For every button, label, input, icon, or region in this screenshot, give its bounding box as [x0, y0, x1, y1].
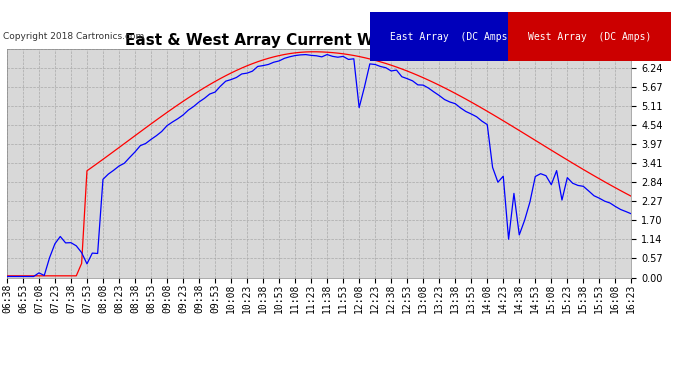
Text: West Array  (DC Amps): West Array (DC Amps) — [528, 32, 651, 42]
Text: Copyright 2018 Cartronics.com: Copyright 2018 Cartronics.com — [3, 32, 145, 41]
Text: East Array  (DC Amps): East Array (DC Amps) — [390, 32, 513, 42]
Title: East & West Array Current Wed Nov 14 16:33: East & West Array Current Wed Nov 14 16:… — [125, 33, 513, 48]
